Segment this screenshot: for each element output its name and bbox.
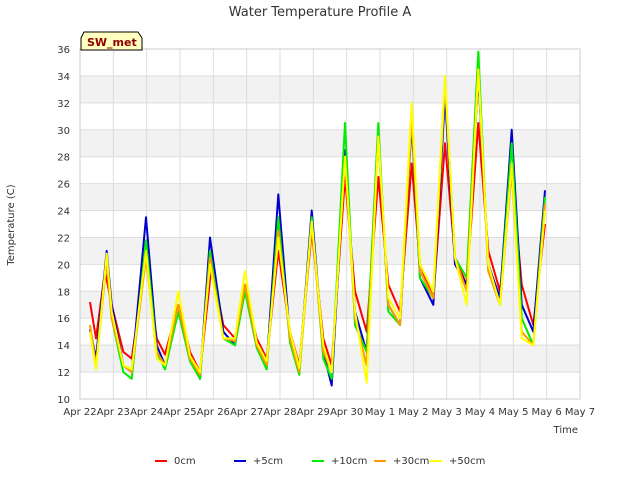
badge-box: [80, 31, 143, 51]
x-tick-label: May 7: [565, 407, 595, 418]
legend-item: +30cm: [374, 456, 429, 467]
grid-band: [80, 75, 580, 103]
y-tick-label: 12: [57, 368, 70, 379]
y-tick-label: 32: [57, 99, 70, 110]
series-line-50cm: [89, 68, 546, 384]
x-tick-label: May 1: [365, 407, 395, 418]
legend-label: +30cm: [393, 456, 429, 467]
y-tick-label: 18: [57, 287, 70, 298]
legend-label: 0cm: [174, 456, 196, 467]
x-tick-label: May 2: [398, 407, 428, 418]
series-line-5cm: [89, 74, 546, 387]
grid-band: [80, 237, 580, 265]
y-tick-label: 20: [57, 260, 70, 271]
grid-band: [80, 183, 580, 211]
legend-item: +50cm: [430, 456, 485, 467]
series-lines: [89, 50, 546, 387]
x-tick-label: Apr 27: [230, 407, 263, 418]
x-tick-label: Apr 25: [163, 407, 196, 418]
station-badge: SW_met: [80, 31, 143, 51]
x-tick-label: Apr 29: [297, 407, 330, 418]
x-tick-label: Apr 28: [263, 407, 296, 418]
plot-frame: [79, 48, 581, 400]
y-tick-label: 36: [57, 45, 70, 56]
legend-label: +5cm: [253, 456, 283, 467]
badge-label: SW_met: [87, 36, 137, 49]
x-axis-ticks: Apr 22 Apr 23 Apr 24 Apr 25 Apr 26 Apr 27 Apr …: [63, 407, 595, 418]
legend-label: +10cm: [331, 456, 367, 467]
x-tick-label: Apr 22: [63, 407, 96, 418]
x-tick-label: May 6: [532, 407, 562, 418]
y-tick-label: 16: [57, 314, 70, 325]
y-tick-label: 24: [57, 207, 70, 218]
legend-item: +10cm: [312, 456, 367, 467]
y-tick-label: 22: [57, 233, 70, 244]
legend-item: +5cm: [234, 456, 283, 467]
legend-item: 0cm: [155, 456, 196, 467]
x-axis-label: Time: [553, 425, 578, 436]
x-tick-label: Apr 23: [97, 407, 130, 418]
legend-label: +50cm: [449, 456, 485, 467]
x-tick-label: May 4: [465, 407, 495, 418]
x-tick-label: May 5: [498, 407, 528, 418]
grid-band: [80, 129, 580, 157]
y-axis-ticks: 10 12 14 16 18 20 22 24 26 28 30 32 34 36: [57, 45, 70, 406]
y-tick-label: 28: [57, 153, 70, 164]
chart-title: Water Temperature Profile A: [229, 5, 412, 20]
y-tick-label: 34: [57, 72, 70, 83]
x-tick-label: May 3: [432, 407, 462, 418]
y-tick-label: 14: [57, 341, 70, 352]
y-tick-label: 26: [57, 180, 70, 191]
y-axis-label: Temperature (C): [6, 184, 17, 266]
x-tick-label: Apr 30: [330, 407, 363, 418]
legend: 0cm +5cm +10cm +30cm +50cm: [155, 456, 485, 467]
y-tick-label: 30: [57, 126, 70, 137]
y-tick-label: 10: [57, 395, 70, 406]
x-tick-label: Apr 26: [197, 407, 230, 418]
x-tick-label: Apr 24: [130, 407, 163, 418]
